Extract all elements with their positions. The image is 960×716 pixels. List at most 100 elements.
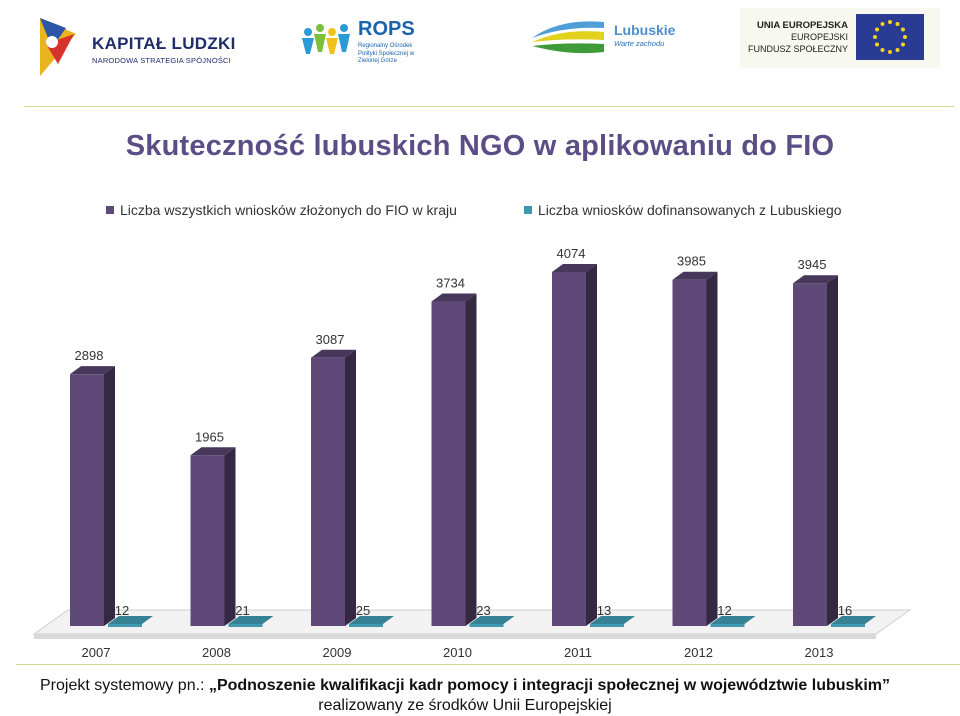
eu-line3: FUNDUSZ SPOŁECZNY (747, 44, 848, 54)
x-tick-label-2010: 2010 (443, 645, 472, 660)
chart-title: Skuteczność lubuskich NGO w aplikowaniu … (125, 130, 835, 162)
bar-series2-top-2011 (590, 616, 635, 624)
eu-star-icon (895, 22, 900, 27)
eu-star-icon (875, 27, 880, 32)
bar-series2-2012 (710, 624, 745, 627)
eu-line1: UNIA EUROPEJSKA (757, 20, 848, 31)
bar-series2-2010 (469, 624, 504, 627)
kapital-ludzki-flag-icon (40, 18, 76, 76)
chart-legend: Liczba wszystkich wniosków złożonych do … (0, 202, 960, 220)
legend-swatch-series2 (524, 206, 532, 214)
bar-series1-2010 (431, 301, 466, 626)
bar-series2-top-2012 (710, 616, 756, 624)
footer-rule (16, 664, 960, 665)
eu-star-icon (888, 50, 892, 54)
kapital-ludzki-subtitle: NARODOWA STRATEGIA SPÓJNOŚCI (92, 56, 231, 65)
data-label-series1-2007: 2898 (75, 348, 104, 363)
x-tick-label-2013: 2013 (805, 645, 834, 660)
bar-series1-2009 (311, 357, 345, 626)
data-label-series2-2012: 12 (717, 603, 731, 618)
bar-series2-top-2007 (108, 616, 153, 624)
lubuskie-wave-icon (532, 21, 604, 54)
bar-series1-top-2007 (70, 366, 115, 375)
x-tick-label-2007: 2007 (82, 645, 111, 660)
rops-logo: ROPS Regionalny Ośrodek Polityki Społecz… (300, 16, 430, 76)
eu-flag-icon (856, 14, 924, 60)
legend-swatch-series1 (106, 206, 114, 214)
bar-series1-side-2007 (104, 366, 115, 626)
data-label-series2-2011: 13 (597, 603, 611, 618)
eu-star-icon (900, 42, 905, 47)
x-tick-label-2012: 2012 (684, 645, 713, 660)
bar-series1-top-2008 (190, 447, 236, 456)
bar-series2-top-2013 (831, 616, 876, 624)
eu-line2: EUROPEJSKI (790, 32, 848, 42)
data-label-series1-2012: 3985 (677, 254, 706, 269)
bar-series2-top-2009 (349, 616, 394, 624)
eu-star-icon (880, 22, 885, 27)
bar-series2-2008 (228, 624, 263, 627)
bar-series1-2007 (70, 374, 104, 626)
data-label-series1-2009: 3087 (316, 332, 345, 347)
lubuskie-name: Lubuskie (614, 22, 676, 38)
legend-item-series2: Liczba wniosków dofinansowanych z Lubusk… (524, 202, 842, 218)
bar-series1-side-2011 (586, 264, 597, 626)
kapital-ludzki-name: KAPITAŁ LUDZKI (92, 34, 236, 53)
eu-star-icon (888, 20, 892, 24)
bar-series1-2011 (552, 272, 586, 626)
bar-series1-2013 (793, 283, 827, 626)
bar-series1-top-2010 (431, 293, 477, 302)
rops-figures-icon (302, 24, 350, 54)
chart-floor-edge (34, 634, 876, 639)
bar-series1-top-2011 (552, 264, 597, 272)
data-label-series2-2009: 25 (356, 603, 370, 618)
header-rule (24, 106, 954, 107)
data-label-series2-2008: 21 (235, 603, 249, 618)
eu-star-icon (895, 47, 900, 52)
footer-line2: realizowany ze środków Unii Europejskiej (318, 697, 612, 714)
bar-series1-side-2009 (345, 349, 356, 626)
eu-logo: UNIA EUROPEJSKA EUROPEJSKI FUNDUSZ SPOŁE… (740, 8, 940, 68)
bar-series1-side-2013 (827, 275, 838, 626)
bar-series2-2011 (590, 624, 624, 627)
eu-star-icon (875, 42, 880, 47)
data-label-series2-2007: 12 (115, 603, 129, 618)
data-label-series2-2010: 23 (476, 603, 490, 618)
x-tick-label-2011: 2011 (564, 645, 592, 660)
eu-star-icon (873, 35, 877, 39)
bar-series2-top-2008 (228, 616, 274, 624)
footer-project: „Podnoszenie kwalifikacji kadr pomocy i … (208, 677, 890, 694)
bar-series1-top-2009 (311, 349, 356, 358)
rops-name: ROPS (358, 18, 415, 40)
data-label-series1-2010: 3734 (436, 276, 465, 291)
data-label-series1-2013: 3945 (798, 257, 827, 272)
legend-label-series2: Liczba wniosków dofinansowanych z Lubusk… (538, 202, 842, 218)
bar-series2-2007 (108, 624, 142, 627)
kapital-ludzki-logo: KAPITAŁ LUDZKI NARODOWA STRATEGIA SPÓJNO… (36, 14, 236, 80)
legend-item-series1: Liczba wszystkich wniosków złożonych do … (106, 202, 457, 218)
bar-series2-2013 (831, 624, 865, 627)
bar-series1-2012 (672, 279, 707, 626)
data-label-series1-2011: 4074 (557, 246, 586, 261)
x-tick-label-2009: 2009 (323, 645, 352, 660)
bar-series1-side-2008 (224, 447, 236, 626)
x-tick-label-2008: 2008 (202, 645, 231, 660)
bar-series1-2008 (190, 455, 225, 626)
bar-series1-side-2010 (465, 293, 477, 626)
rops-subtitle: Regionalny Ośrodek Polityki Społecznej w… (358, 43, 415, 64)
legend-label-series1: Liczba wszystkich wniosków złożonych do … (120, 202, 457, 218)
lubuskie-logo: Lubuskie Warte zachodu (530, 16, 690, 60)
data-label-series1-2008: 1965 (195, 429, 224, 444)
lubuskie-subtitle: Warte zachodu (614, 39, 665, 48)
eu-star-icon (900, 27, 905, 32)
bar-series1-side-2012 (706, 271, 718, 626)
eu-star-icon (880, 47, 885, 52)
bar-series1-top-2012 (672, 271, 718, 280)
eu-star-icon (903, 35, 907, 39)
bar-series2-top-2010 (469, 616, 515, 624)
bar-series1-top-2013 (793, 275, 838, 284)
bar-series2-2009 (349, 624, 383, 627)
data-label-series2-2013: 16 (838, 603, 852, 618)
header-logos: KAPITAŁ LUDZKI NARODOWA STRATEGIA SPÓJNO… (0, 0, 960, 100)
